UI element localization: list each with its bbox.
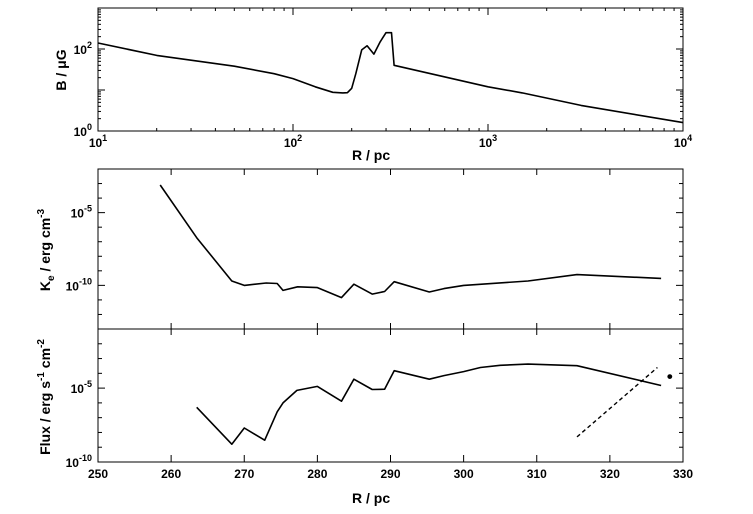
bottom-x-tick-label: 330 xyxy=(673,467,693,481)
bottom-panel-flux-curve xyxy=(196,363,662,445)
bottom-y-tick-label: 10-5 xyxy=(71,379,92,396)
bottom-panel-flux-dashed-line xyxy=(576,366,658,438)
bottom-panel-flux-marker xyxy=(667,374,673,379)
flux-ylabel-sup1: -1 xyxy=(36,372,47,381)
ke-ylabel-sup: -3 xyxy=(36,208,47,217)
bottom-x-tick-label: 250 xyxy=(88,467,108,481)
bottom-x-tick-label: 310 xyxy=(527,467,547,481)
bottom-x-tick-label: 290 xyxy=(380,467,400,481)
top-x-tick-label: 101 xyxy=(89,133,107,150)
flux-ylabel-sup2: -2 xyxy=(36,339,47,348)
top-panel-b-curve xyxy=(97,31,684,124)
bottom-panel-frame xyxy=(97,328,684,463)
bottom-y-tick-label: 10-10 xyxy=(66,453,92,470)
middle-panel-ticks: 10-5 10-10 xyxy=(66,169,684,329)
middle-panel-ke-curve xyxy=(159,184,662,299)
flux-ylabel-main: Flux / erg s xyxy=(37,381,53,455)
bottom-x-tick-label: 280 xyxy=(307,467,327,481)
ke-ylabel-main: K xyxy=(37,281,53,291)
top-x-tick-label: 103 xyxy=(479,133,497,150)
bottom-panel-xlabel: R / pc xyxy=(352,490,390,506)
middle-panel-ke: 10-5 10-10 Ke / erg cm-3 xyxy=(36,168,684,330)
ke-ylabel-rest: / erg cm xyxy=(37,218,53,276)
top-x-tick-label: 102 xyxy=(284,133,302,150)
bottom-x-tick-label: 300 xyxy=(454,467,474,481)
middle-panel-ylabel: Ke / erg cm-3 xyxy=(36,208,57,291)
middle-y-tick-label: 10-5 xyxy=(71,204,92,221)
top-panel-frame xyxy=(97,7,684,132)
bottom-x-tick-label: 270 xyxy=(234,467,254,481)
top-x-tick-label: 104 xyxy=(674,133,692,150)
middle-panel-frame xyxy=(97,168,684,330)
flux-ylabel-mid: cm xyxy=(37,348,53,372)
top-panel-xlabel: R / pc xyxy=(352,147,390,163)
top-y-tick-label: 100 xyxy=(74,122,92,139)
bottom-x-tick-label: 260 xyxy=(161,467,181,481)
top-y-tick-label: 102 xyxy=(74,40,92,57)
middle-y-tick-label: 10-10 xyxy=(66,276,92,293)
top-panel-ylabel: B / μG xyxy=(53,49,69,90)
top-panel-b-field: 101 102 103 104 100 102 R / pc B / μG xyxy=(53,7,692,163)
ke-ylabel-sub: e xyxy=(46,275,57,281)
top-panel-ticks: 101 102 103 104 100 102 xyxy=(74,8,692,150)
bottom-x-tick-label: 320 xyxy=(600,467,620,481)
bottom-panel-ylabel: Flux / erg s-1 cm-2 xyxy=(36,339,53,455)
